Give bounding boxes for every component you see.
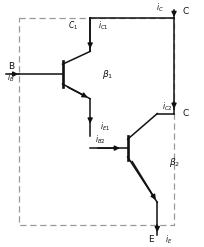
Text: $\beta_2$: $\beta_2$ [170,156,181,169]
Text: $\beta_1$: $\beta_1$ [102,68,114,81]
Text: B: B [8,62,14,71]
Text: $i_{E1}$: $i_{E1}$ [100,120,110,133]
Text: $i_{B2}$: $i_{B2}$ [95,134,106,146]
Text: $i_B$: $i_B$ [8,72,15,84]
Text: C: C [183,109,189,118]
Text: C: C [183,7,189,17]
Text: $i_C$: $i_C$ [156,2,164,14]
Text: $i_E$: $i_E$ [165,234,173,246]
Text: $i_{C2}$: $i_{C2}$ [162,101,173,113]
Text: $C_1$: $C_1$ [68,20,78,32]
Text: E: E [149,235,154,244]
Text: $i_{C1}$: $i_{C1}$ [98,20,109,32]
